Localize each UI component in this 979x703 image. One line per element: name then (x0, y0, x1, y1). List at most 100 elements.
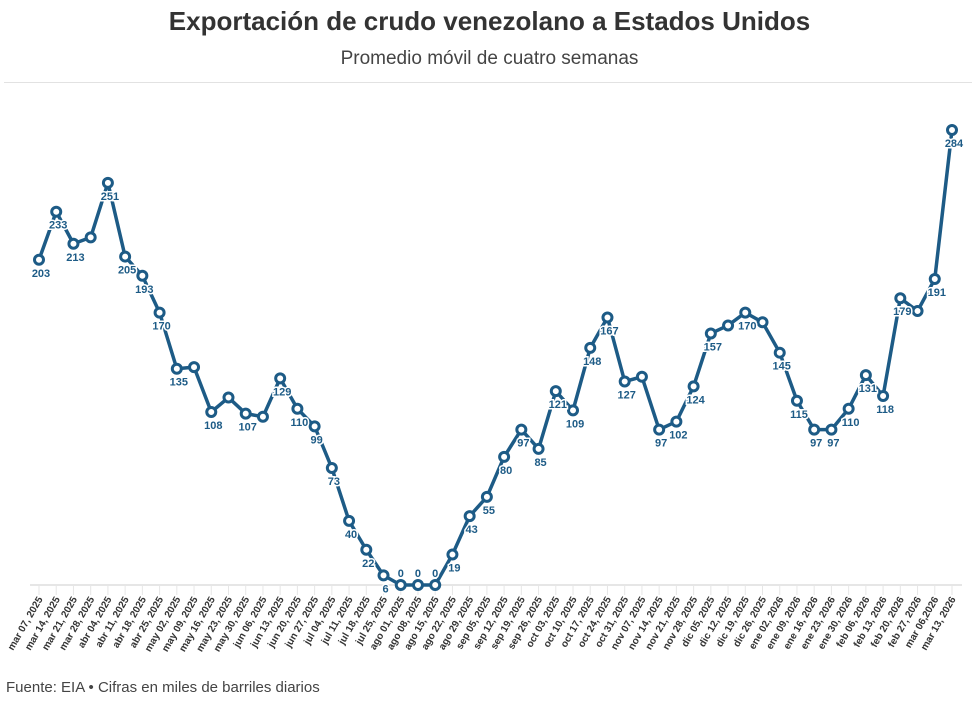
data-label: 213 (66, 252, 84, 264)
data-label: 167 (600, 325, 618, 337)
data-label: 97 (655, 438, 667, 450)
series-line (37, 129, 954, 587)
data-label: 97 (827, 438, 839, 450)
data-point (601, 311, 614, 324)
data-point (394, 579, 407, 591)
data-point (256, 410, 269, 423)
data-point (549, 385, 562, 398)
data-label: 124 (686, 394, 705, 406)
data-label: 110 (842, 417, 860, 429)
data-point (67, 237, 80, 250)
data-label: 145 (773, 361, 791, 373)
data-label: 191 (928, 287, 946, 299)
data-point (274, 372, 287, 385)
data-label: 85 (534, 457, 546, 469)
data-point (773, 346, 786, 359)
data-label: 203 (32, 268, 50, 280)
data-point (894, 292, 907, 305)
data-point (653, 423, 666, 436)
data-label: 0 (415, 568, 421, 580)
data-point (480, 490, 493, 503)
data-label: 102 (669, 430, 687, 442)
data-label: 73 (328, 476, 340, 488)
data-label: 40 (345, 529, 357, 541)
data-point (946, 124, 958, 136)
data-point (377, 569, 390, 582)
data-label: 80 (500, 465, 512, 477)
chart-subtitle: Promedio móvil de cuatro semanas (340, 48, 639, 69)
data-point (136, 269, 149, 282)
data-label: 107 (239, 422, 257, 434)
data-point (859, 369, 872, 382)
chart-title: Exportación de crudo venezolano a Estado… (168, 6, 811, 36)
data-label: 121 (549, 399, 567, 411)
data-point (308, 420, 321, 433)
data-label: 284 (945, 138, 964, 150)
data-point (687, 380, 700, 393)
data-point (739, 306, 752, 319)
data-point (825, 423, 838, 436)
data-label: 97 (810, 438, 822, 450)
data-label: 109 (566, 418, 584, 430)
data-point (928, 272, 941, 285)
data-label: 6 (382, 583, 388, 595)
data-label: 131 (859, 383, 877, 395)
data-label: 233 (49, 220, 67, 232)
source-note: Fuente: EIA • Cifras en miles de barrile… (6, 679, 320, 696)
data-point (239, 407, 252, 420)
data-label: 97 (517, 438, 529, 450)
data-label: 108 (204, 420, 222, 432)
data-label: 135 (170, 377, 188, 389)
data-point (429, 579, 442, 591)
data-point (188, 361, 201, 374)
data-point (704, 327, 717, 340)
data-point (411, 579, 424, 591)
data-point (446, 548, 459, 561)
data-point (911, 305, 924, 318)
data-point (515, 423, 528, 436)
data-point (463, 510, 476, 523)
data-point (790, 394, 803, 407)
data-label: 179 (893, 306, 911, 318)
data-point (325, 462, 338, 475)
data-label: 0 (398, 568, 404, 580)
data-point (343, 514, 356, 527)
data-point (291, 402, 304, 415)
data-label: 43 (466, 524, 478, 536)
data-point (618, 375, 631, 388)
data-point (670, 415, 683, 428)
data-label: 55 (483, 505, 495, 517)
data-point (532, 442, 545, 455)
data-label: 19 (448, 563, 460, 575)
data-label: 115 (790, 409, 808, 421)
data-point (360, 543, 373, 556)
data-label: 99 (310, 434, 322, 446)
data-point (222, 391, 235, 404)
data-label: 193 (135, 284, 153, 296)
data-point (153, 306, 166, 319)
data-point (584, 341, 597, 354)
data-point (498, 450, 511, 463)
data-label: 127 (618, 390, 636, 402)
data-point (119, 250, 132, 263)
data-point (808, 423, 821, 436)
data-label: 110 (291, 417, 309, 429)
data-label: 118 (876, 404, 894, 416)
data-point (756, 316, 769, 329)
data-point (205, 405, 218, 418)
data-label: 251 (101, 191, 119, 203)
data-point (33, 253, 45, 266)
data-point (101, 176, 114, 189)
data-label: 22 (362, 558, 374, 570)
data-point (842, 402, 855, 415)
data-label: 0 (432, 568, 438, 580)
data-point (170, 362, 183, 375)
data-label: 205 (118, 265, 136, 277)
data-label: 157 (704, 341, 722, 353)
data-point (877, 389, 890, 402)
data-label: 129 (273, 386, 291, 398)
data-label: 170 (152, 321, 170, 333)
data-point (84, 231, 97, 244)
data-point (722, 319, 735, 332)
